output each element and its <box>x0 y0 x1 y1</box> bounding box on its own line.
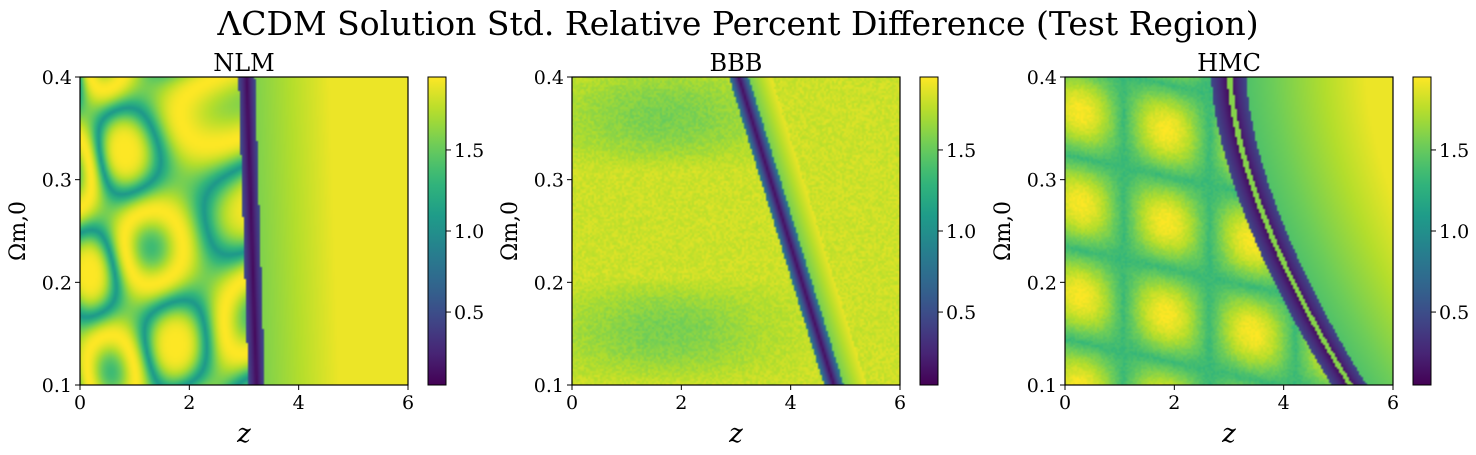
bbb-xlabel: z <box>728 419 743 449</box>
nlm-xtick-label: 2 <box>183 392 195 414</box>
bbb-colorbar-tick-label: 0.5 <box>946 302 976 324</box>
hmc-xtick-label: 4 <box>1278 392 1290 414</box>
bbb-ytick-label: 0.4 <box>534 67 564 89</box>
hmc-heatmap <box>1065 77 1393 385</box>
nlm-colorbar-tick-label: 1.0 <box>454 221 484 243</box>
hmc-colorbar-tick-label: 1.5 <box>1439 140 1469 162</box>
hmc-xlabel: z <box>1221 419 1236 449</box>
nlm-title: NLM <box>213 49 275 77</box>
hmc-ytick-label: 0.2 <box>1027 272 1057 294</box>
hmc-colorbar-tick-label: 1.0 <box>1439 221 1469 243</box>
bbb-title: BBB <box>710 49 763 77</box>
nlm-colorbar-tick-label: 0.5 <box>454 302 484 324</box>
figure-suptitle: ΛCDM Solution Std. Relative Percent Diff… <box>217 4 1259 43</box>
hmc-xtick-label: 6 <box>1387 392 1399 414</box>
bbb-colorbar-tick-label: 1.5 <box>946 140 976 162</box>
nlm-axes-frame <box>79 76 409 386</box>
hmc-colorbar-tick-label: 0.5 <box>1439 302 1469 324</box>
hmc-ytick-label: 0.3 <box>1027 170 1057 192</box>
hmc-title: HMC <box>1197 49 1261 77</box>
hmc-ytick-label: 0.1 <box>1027 375 1057 397</box>
nlm-ytick-label: 0.3 <box>42 170 72 192</box>
bbb-ytick-label: 0.2 <box>534 272 564 294</box>
bbb-colorbar-tick-label: 1.0 <box>946 221 976 243</box>
nlm-colorbar <box>427 76 447 386</box>
hmc-xtick-label: 0 <box>1059 392 1071 414</box>
hmc-xtick-label: 2 <box>1168 392 1180 414</box>
bbb-heatmap <box>572 77 900 385</box>
bbb-ytick-label: 0.1 <box>534 375 564 397</box>
bbb-ytick-label: 0.3 <box>534 170 564 192</box>
bbb-colorbar <box>919 76 939 386</box>
hmc-colorbar <box>1412 76 1432 386</box>
nlm-colorbar-tick-label: 1.5 <box>454 140 484 162</box>
nlm-heatmap <box>80 77 408 385</box>
bbb-ylabel: Ωm,0 <box>498 201 523 261</box>
hmc-axes-frame <box>1064 76 1394 386</box>
nlm-ylabel: Ωm,0 <box>6 201 31 261</box>
bbb-xtick-label: 4 <box>785 392 797 414</box>
hmc-ylabel: Ωm,0 <box>991 201 1016 261</box>
bbb-xtick-label: 2 <box>675 392 687 414</box>
nlm-xtick-label: 6 <box>402 392 414 414</box>
bbb-xtick-label: 6 <box>894 392 906 414</box>
hmc-ytick-label: 0.4 <box>1027 67 1057 89</box>
nlm-xlabel: z <box>236 419 251 449</box>
bbb-axes-frame <box>571 76 901 386</box>
nlm-ytick-label: 0.1 <box>42 375 72 397</box>
nlm-xtick-label: 0 <box>74 392 86 414</box>
nlm-xtick-label: 4 <box>293 392 305 414</box>
nlm-ytick-label: 0.2 <box>42 272 72 294</box>
nlm-ytick-label: 0.4 <box>42 67 72 89</box>
bbb-xtick-label: 0 <box>566 392 578 414</box>
